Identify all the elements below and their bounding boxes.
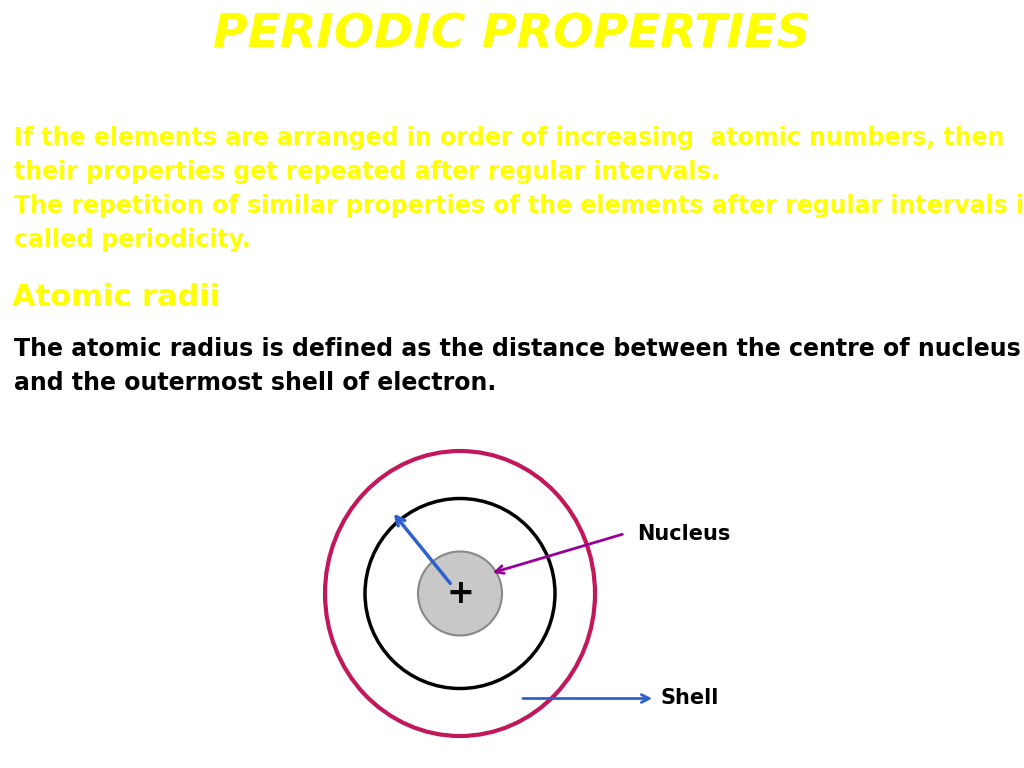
Text: and the outermost shell of electron.: and the outermost shell of electron. <box>14 372 497 396</box>
Text: If the elements are arranged in order of increasing  atomic numbers, then: If the elements are arranged in order of… <box>14 126 1005 150</box>
Circle shape <box>418 551 502 635</box>
Text: Atomic radii: Atomic radii <box>12 283 220 312</box>
Text: Shell: Shell <box>660 688 719 709</box>
Text: Periodicity: Periodicity <box>12 75 181 104</box>
Text: their properties get repeated after regular intervals.: their properties get repeated after regu… <box>14 161 720 184</box>
Text: +: + <box>446 577 474 610</box>
Text: The repetition of similar properties of the elements after regular intervals is: The repetition of similar properties of … <box>14 194 1024 218</box>
Text: PERIODIC PROPERTIES: PERIODIC PROPERTIES <box>213 12 811 58</box>
Text: Nucleus: Nucleus <box>637 524 730 544</box>
Text: called periodicity.: called periodicity. <box>14 228 251 253</box>
Text: The atomic radius is defined as the distance between the centre of nucleus: The atomic radius is defined as the dist… <box>14 336 1021 360</box>
